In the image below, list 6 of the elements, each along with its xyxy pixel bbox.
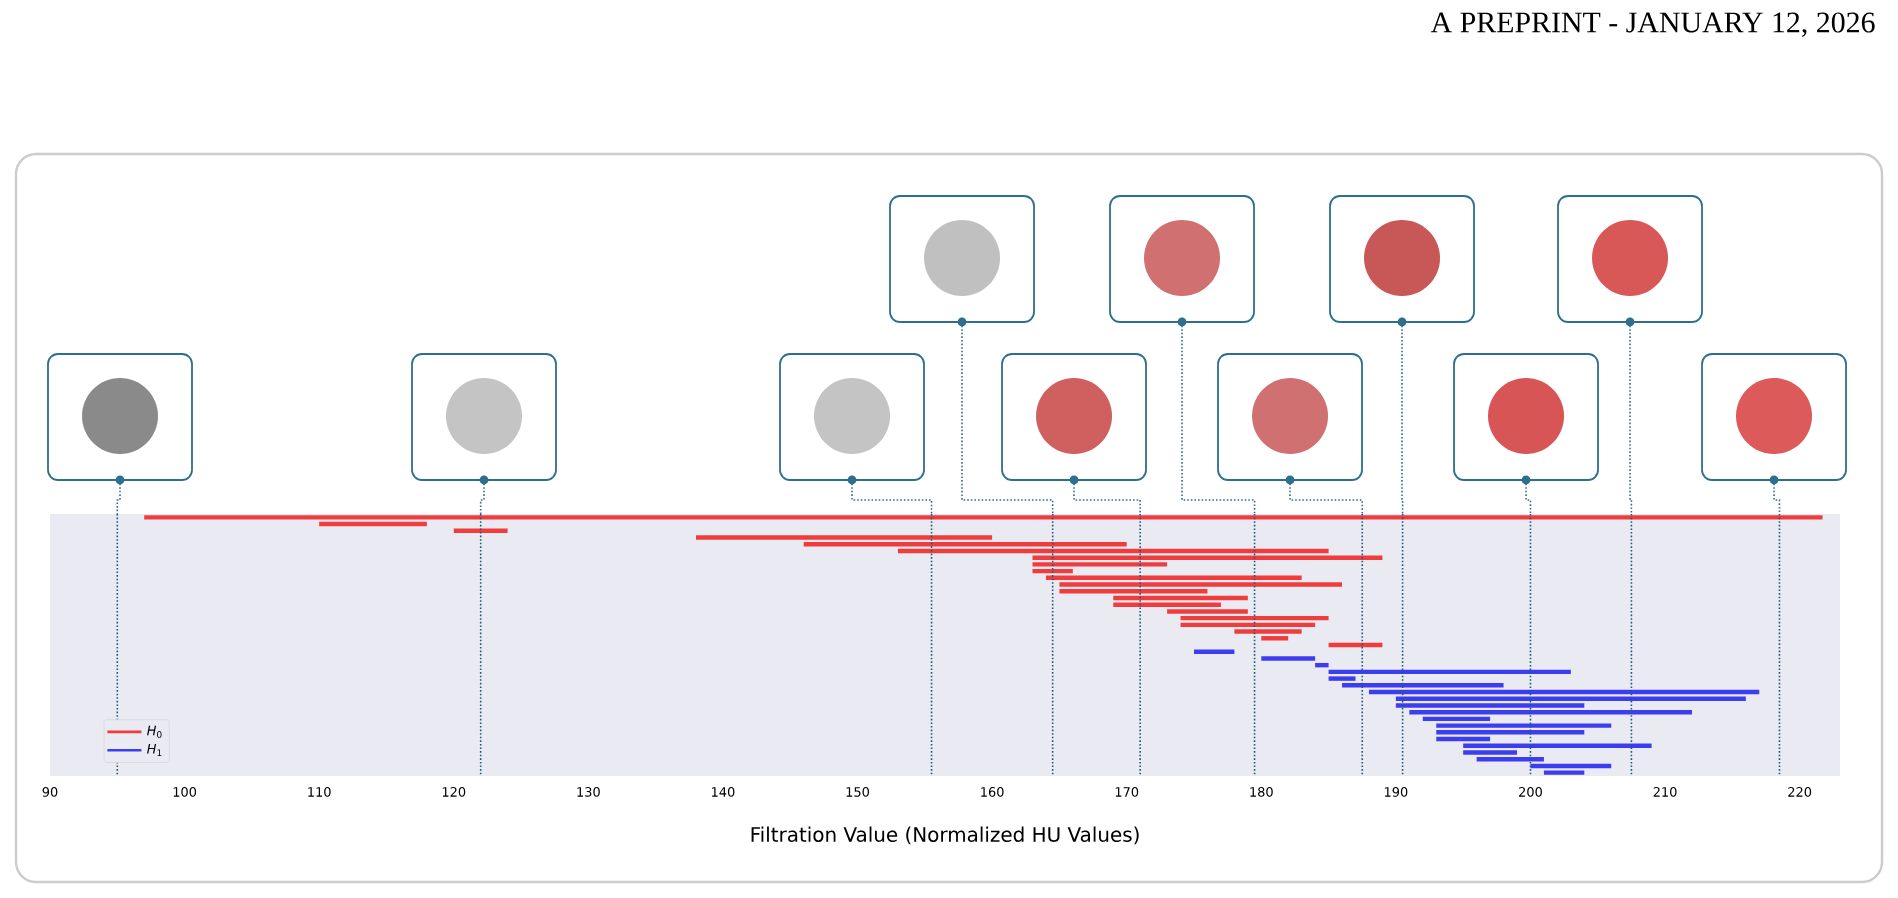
x-axis-title: Filtration Value (Normalized HU Values) <box>751 826 1139 845</box>
bar <box>144 515 1823 520</box>
text: A PREPRINT - JANUARY 12, 2026 <box>1430 12 1875 37</box>
bar <box>1315 662 1329 668</box>
bar <box>1261 656 1316 661</box>
bar <box>453 528 508 534</box>
